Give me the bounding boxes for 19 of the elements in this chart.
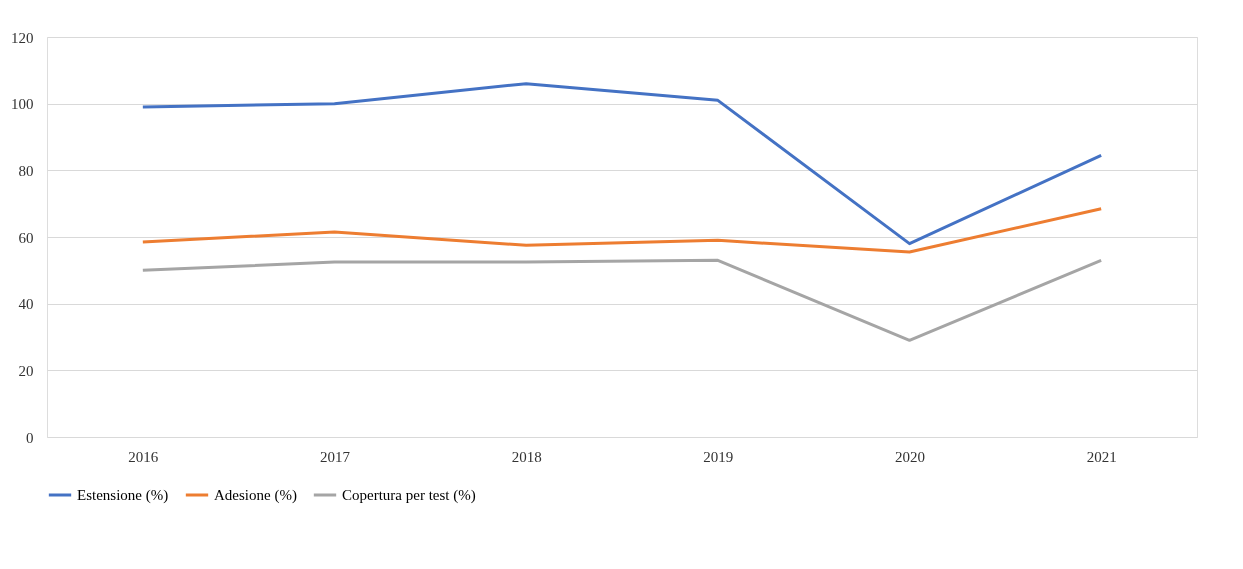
y-tick-label: 100 bbox=[11, 96, 34, 113]
y-tick-label: 40 bbox=[18, 296, 34, 313]
y-tick-label: 120 bbox=[11, 29, 34, 46]
line-series bbox=[141, 82, 1103, 246]
y-tick-label: 60 bbox=[18, 229, 34, 246]
y-tick-label: 20 bbox=[18, 362, 34, 379]
x-tick-label: 2016 bbox=[128, 448, 159, 465]
x-tick-label: 2021 bbox=[1086, 448, 1117, 465]
x-tick-label: 2019 bbox=[703, 448, 734, 465]
legend-label: Adesione (%) bbox=[214, 487, 297, 504]
legend-label: Estensione (%) bbox=[77, 487, 169, 504]
x-tick-label: 2017 bbox=[320, 448, 351, 465]
line-series bbox=[141, 258, 1103, 342]
y-tick-label: 80 bbox=[18, 162, 34, 179]
line-series bbox=[141, 207, 1103, 254]
legend-label: Copertura per test (%) bbox=[342, 487, 476, 504]
x-tick-label: 2018 bbox=[511, 448, 542, 465]
y-tick-label: 0 bbox=[26, 429, 34, 446]
x-tick-label: 2020 bbox=[895, 448, 925, 465]
